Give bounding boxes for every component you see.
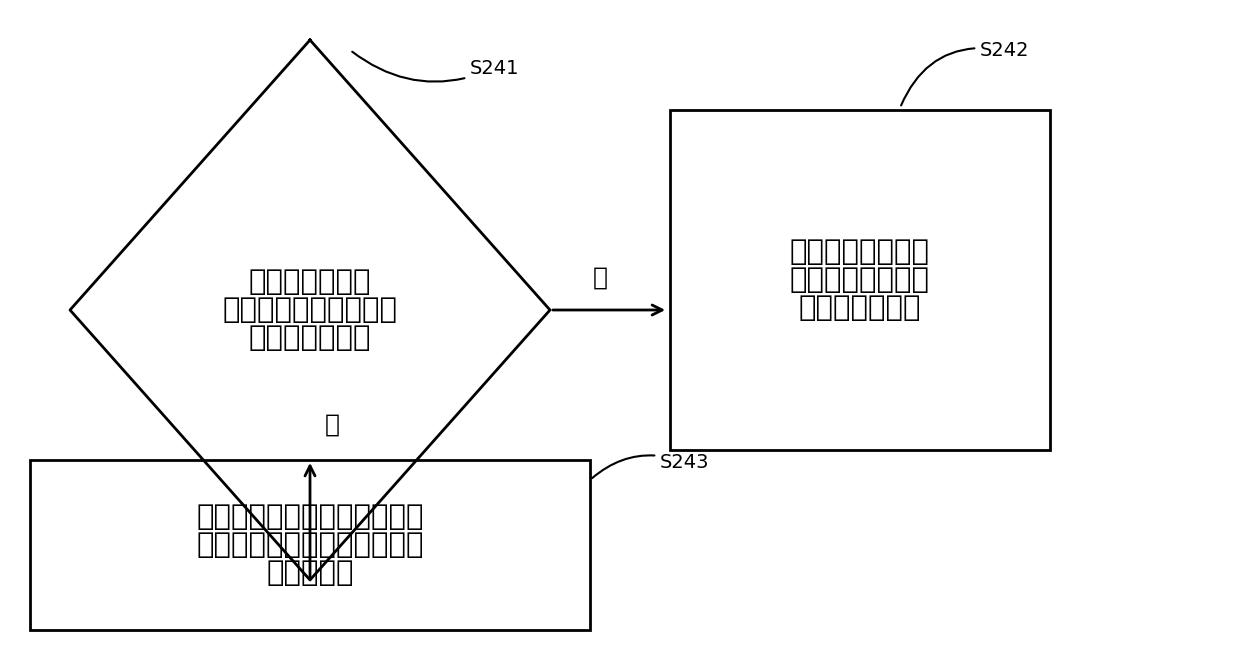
Text: 创建相应的角色权限，并根据: 创建相应的角色权限，并根据: [196, 502, 424, 531]
Text: S242: S242: [901, 41, 1030, 106]
Text: 否: 否: [325, 413, 339, 437]
Text: 是: 是: [592, 266, 607, 290]
Text: 少一个角色权限: 少一个角色权限: [249, 324, 372, 352]
Text: 是否存在与需要: 是否存在与需要: [249, 268, 372, 296]
Text: 根据所述至少一个: 根据所述至少一个: [790, 237, 930, 266]
Text: 岗位的权限: 岗位的权限: [266, 560, 354, 587]
Text: 角色权限设置所述: 角色权限设置所述: [790, 266, 930, 294]
Bar: [30, 460, 590, 630]
Text: 创建的角色权限设置所述新的: 创建的角色权限设置所述新的: [196, 531, 424, 559]
Bar: [670, 110, 1049, 450]
Text: 增加的权限相对应的至: 增加的权限相对应的至: [223, 296, 398, 324]
Text: 新的岗位的权限: 新的岗位的权限: [799, 295, 922, 322]
Text: S241: S241: [352, 52, 519, 81]
Text: S243: S243: [592, 453, 710, 478]
